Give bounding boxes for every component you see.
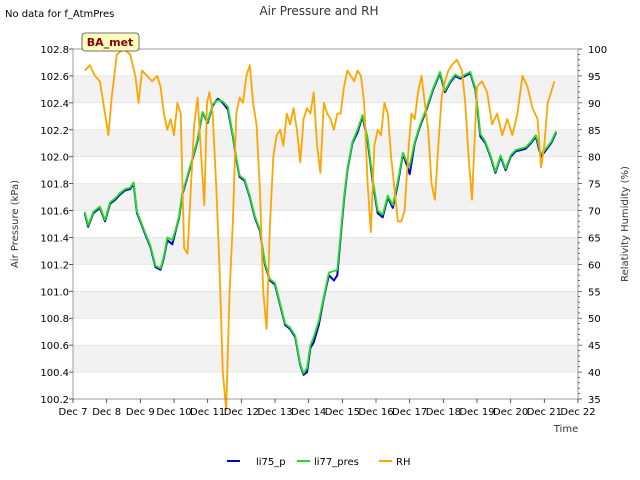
series-line-li75-p bbox=[83, 72, 558, 376]
left-y-tick-label: 101.2 bbox=[40, 260, 69, 271]
left-y-axis: 100.2 100.4 100.6 100.8 101.0 101.2 101.4 101.6… bbox=[40, 45, 73, 406]
right-y-tick-label: 50 bbox=[588, 314, 601, 325]
right-y-tick-label: 80 bbox=[588, 153, 601, 164]
right-y-tick-label: 35 bbox=[588, 395, 601, 406]
background-band bbox=[73, 345, 578, 373]
left-y-tick-label: 100.6 bbox=[40, 341, 69, 352]
x-tick-label: Dec 8 bbox=[92, 407, 121, 418]
right-y-tick-label: 65 bbox=[588, 233, 601, 244]
x-tick-label: Dec 9 bbox=[126, 407, 155, 418]
x-tick-label: Dec 20 bbox=[493, 407, 528, 418]
right-y-tick-label: 85 bbox=[588, 126, 601, 137]
legend-label-rh: RH bbox=[396, 457, 410, 468]
series-line-rh bbox=[84, 48, 556, 411]
left-y-tick-label: 102.2 bbox=[40, 126, 69, 137]
x-tick-label: Dec 13 bbox=[257, 407, 292, 418]
background-band bbox=[73, 183, 578, 211]
left-y-tick-label: 100.4 bbox=[40, 368, 69, 379]
left-y-tick-label: 101.8 bbox=[40, 180, 69, 191]
x-axis-title: Time bbox=[553, 424, 578, 435]
right-y-tick-label: 95 bbox=[588, 72, 601, 83]
x-tick-label: Dec 19 bbox=[459, 407, 494, 418]
right-y-axis: 35 40 45 50 55 60 65 70 75 80 85 90 95 100 bbox=[578, 45, 607, 406]
series-line-li77-pres bbox=[83, 71, 557, 375]
no-data-note: No data for f_AtmPres bbox=[5, 9, 114, 20]
background-bands bbox=[73, 48, 578, 400]
legend-label-li75-p: li75_p bbox=[256, 457, 286, 468]
chart-title: Air Pressure and RH bbox=[259, 4, 378, 18]
left-y-tick-label: 101.4 bbox=[40, 233, 69, 244]
right-y-tick-label: 75 bbox=[588, 180, 601, 191]
right-y-tick-label: 100 bbox=[588, 45, 607, 56]
x-tick-label: Dec 22 bbox=[560, 407, 595, 418]
left-y-tick-label: 101.0 bbox=[40, 287, 69, 298]
x-tick-label: Dec 17 bbox=[392, 407, 427, 418]
right-y-tick-label: 40 bbox=[588, 368, 601, 379]
right-y-tick-label: 90 bbox=[588, 99, 601, 110]
left-y-tick-label: 102.6 bbox=[40, 72, 69, 83]
x-tick-label: Dec 14 bbox=[291, 407, 326, 418]
right-y-tick-label: 60 bbox=[588, 260, 601, 271]
background-band bbox=[73, 237, 578, 265]
x-tick-label: Dec 16 bbox=[358, 407, 393, 418]
legend-label-li77-pres: li77_pres bbox=[314, 457, 359, 468]
left-y-tick-label: 102.8 bbox=[40, 45, 69, 56]
x-tick-label: Dec 21 bbox=[527, 407, 562, 418]
right-y-tick-label: 45 bbox=[588, 341, 601, 352]
background-band bbox=[73, 75, 578, 103]
plot-frame bbox=[72, 48, 579, 400]
left-y-tick-label: 102.4 bbox=[40, 99, 69, 110]
series-layer bbox=[83, 48, 558, 411]
right-y-tick-label: 70 bbox=[588, 207, 601, 218]
right-y-tick-label: 55 bbox=[588, 287, 601, 298]
station-badge-box bbox=[81, 32, 140, 52]
x-tick-label: Dec 18 bbox=[426, 407, 461, 418]
background-band bbox=[73, 129, 578, 157]
legend: li75_p li77_pres RH bbox=[227, 457, 410, 468]
station-label: BA_met bbox=[87, 36, 134, 49]
x-tick-label: Dec 12 bbox=[224, 407, 259, 418]
right-y-axis-title: Relativity Humidity (%) bbox=[620, 166, 631, 282]
x-tick-label: Dec 15 bbox=[325, 407, 360, 418]
x-tick-label: Dec 11 bbox=[190, 407, 225, 418]
x-tick-label: Dec 10 bbox=[156, 407, 191, 418]
left-y-tick-label: 101.6 bbox=[40, 207, 69, 218]
left-y-tick-label: 100.8 bbox=[40, 314, 69, 325]
x-tick-label: Dec 7 bbox=[59, 407, 88, 418]
left-y-axis-title: Air Pressure (kPa) bbox=[10, 180, 21, 268]
background-band bbox=[73, 291, 578, 319]
left-y-tick-label: 100.2 bbox=[40, 395, 69, 406]
station-badge: BA_met bbox=[81, 32, 140, 52]
left-y-tick-label: 102.0 bbox=[40, 153, 69, 164]
